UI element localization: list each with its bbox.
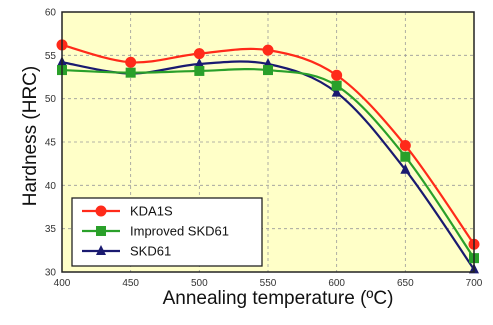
data-point (194, 58, 205, 68)
data-point (193, 48, 205, 60)
x-tick-label: 550 (260, 278, 277, 289)
x-axis-title: Annealing temperature (ºC) (163, 288, 394, 309)
series-layer (56, 39, 480, 274)
data-point (263, 65, 273, 76)
data-point (96, 226, 106, 236)
data-point (331, 69, 343, 81)
data-point (262, 44, 274, 56)
data-point (400, 151, 411, 162)
y-tick-label: 35 (45, 224, 57, 235)
data-point (194, 65, 205, 76)
x-tick-label: 650 (397, 278, 414, 289)
series-kda1s (56, 39, 480, 250)
legend-item: Improved SKD61 (82, 224, 229, 239)
data-point (96, 245, 106, 255)
y-tick-label: 30 (45, 268, 57, 279)
y-axis-title: Hardness (HRC) (20, 66, 41, 206)
y-tick-label: 60 (45, 8, 57, 19)
y-tick-label: 40 (45, 181, 57, 192)
y-tick-label: 45 (45, 138, 57, 149)
x-tick-label: 450 (122, 278, 139, 289)
data-point (125, 56, 137, 68)
x-tick-label: 700 (466, 278, 483, 289)
plot-frame (61, 11, 475, 273)
data-point (331, 80, 342, 91)
data-point (400, 163, 411, 174)
tick-labels: 400 450 500 550 600 650 700 30 35 40 45 50 55 60 (45, 8, 483, 290)
x-tick-label: 400 (54, 278, 71, 289)
legend-label: KDA1S (130, 204, 173, 219)
data-point (331, 86, 342, 97)
data-point (125, 67, 136, 78)
legend-item: SKD61 (82, 244, 171, 259)
legend-label: SKD61 (130, 244, 171, 259)
y-tick-label: 50 (45, 94, 57, 105)
legend-label: Improved SKD61 (130, 224, 229, 239)
legend: KDA1S Improved SKD61 SKD61 (71, 197, 263, 267)
data-point (95, 205, 107, 217)
data-point (399, 139, 411, 151)
legend-item: KDA1S (82, 204, 173, 219)
x-tick-label: 600 (328, 278, 345, 289)
y-tick-label: 55 (45, 51, 57, 62)
x-tick-label: 500 (191, 278, 208, 289)
